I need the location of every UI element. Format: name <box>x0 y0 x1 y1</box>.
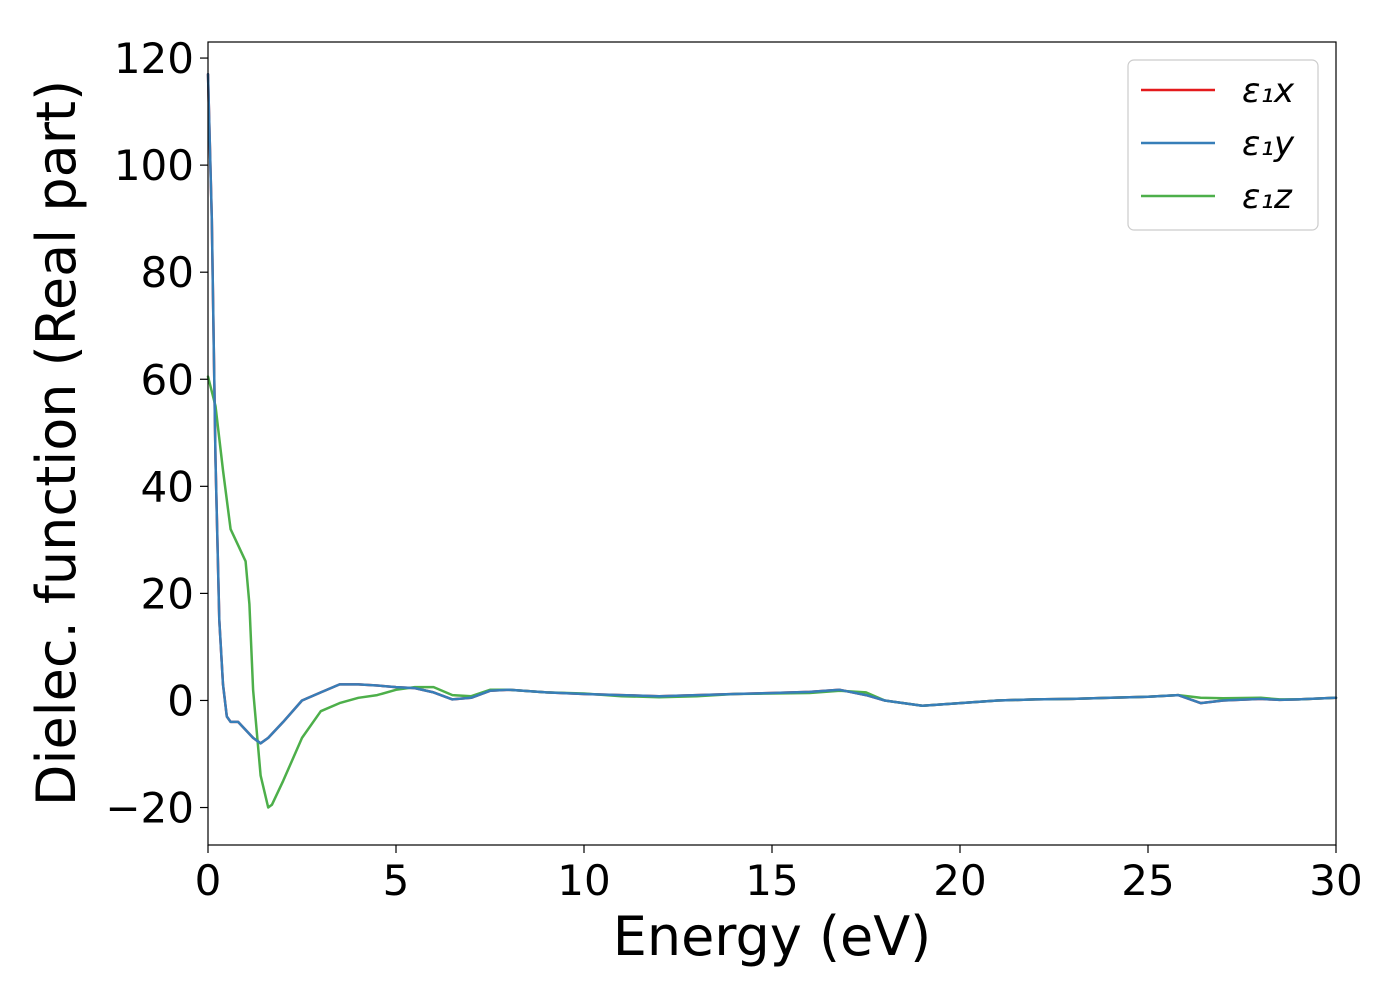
legend-label-z: ε₁z <box>1242 177 1293 217</box>
legend-label-y: ε₁y <box>1242 124 1295 164</box>
y-axis: −20 0 20 40 60 80 100 120 <box>105 34 208 833</box>
y-tick-label: 0 <box>167 676 194 725</box>
x-tick-label: 30 <box>1309 856 1362 905</box>
legend-box <box>1127 59 1319 231</box>
series-layer <box>206 72 1338 809</box>
series-line-y <box>206 72 1338 745</box>
y-tick-label: 20 <box>141 569 194 618</box>
x-axis-title: Energy (eV) <box>613 905 932 968</box>
x-tick-label: 20 <box>933 856 986 905</box>
x-tick-label: 5 <box>383 856 410 905</box>
y-tick-label: 60 <box>141 355 194 404</box>
x-axis: 0 5 10 15 20 25 30 <box>195 845 1363 905</box>
y-tick-label: −20 <box>105 784 194 833</box>
y-tick-label: 80 <box>141 248 194 297</box>
legend: ε₁x ε₁y ε₁z <box>1127 59 1319 231</box>
y-tick-label: 100 <box>114 141 194 190</box>
legend-label-x: ε₁x <box>1242 71 1295 111</box>
x-tick-label: 15 <box>745 856 798 905</box>
y-axis-title: Dielec. function (Real part) <box>25 80 88 806</box>
x-tick-label: 10 <box>557 856 610 905</box>
x-tick-label: 0 <box>195 856 222 905</box>
x-tick-label: 25 <box>1121 856 1174 905</box>
y-tick-label: 120 <box>114 34 194 83</box>
y-tick-label: 40 <box>141 462 194 511</box>
